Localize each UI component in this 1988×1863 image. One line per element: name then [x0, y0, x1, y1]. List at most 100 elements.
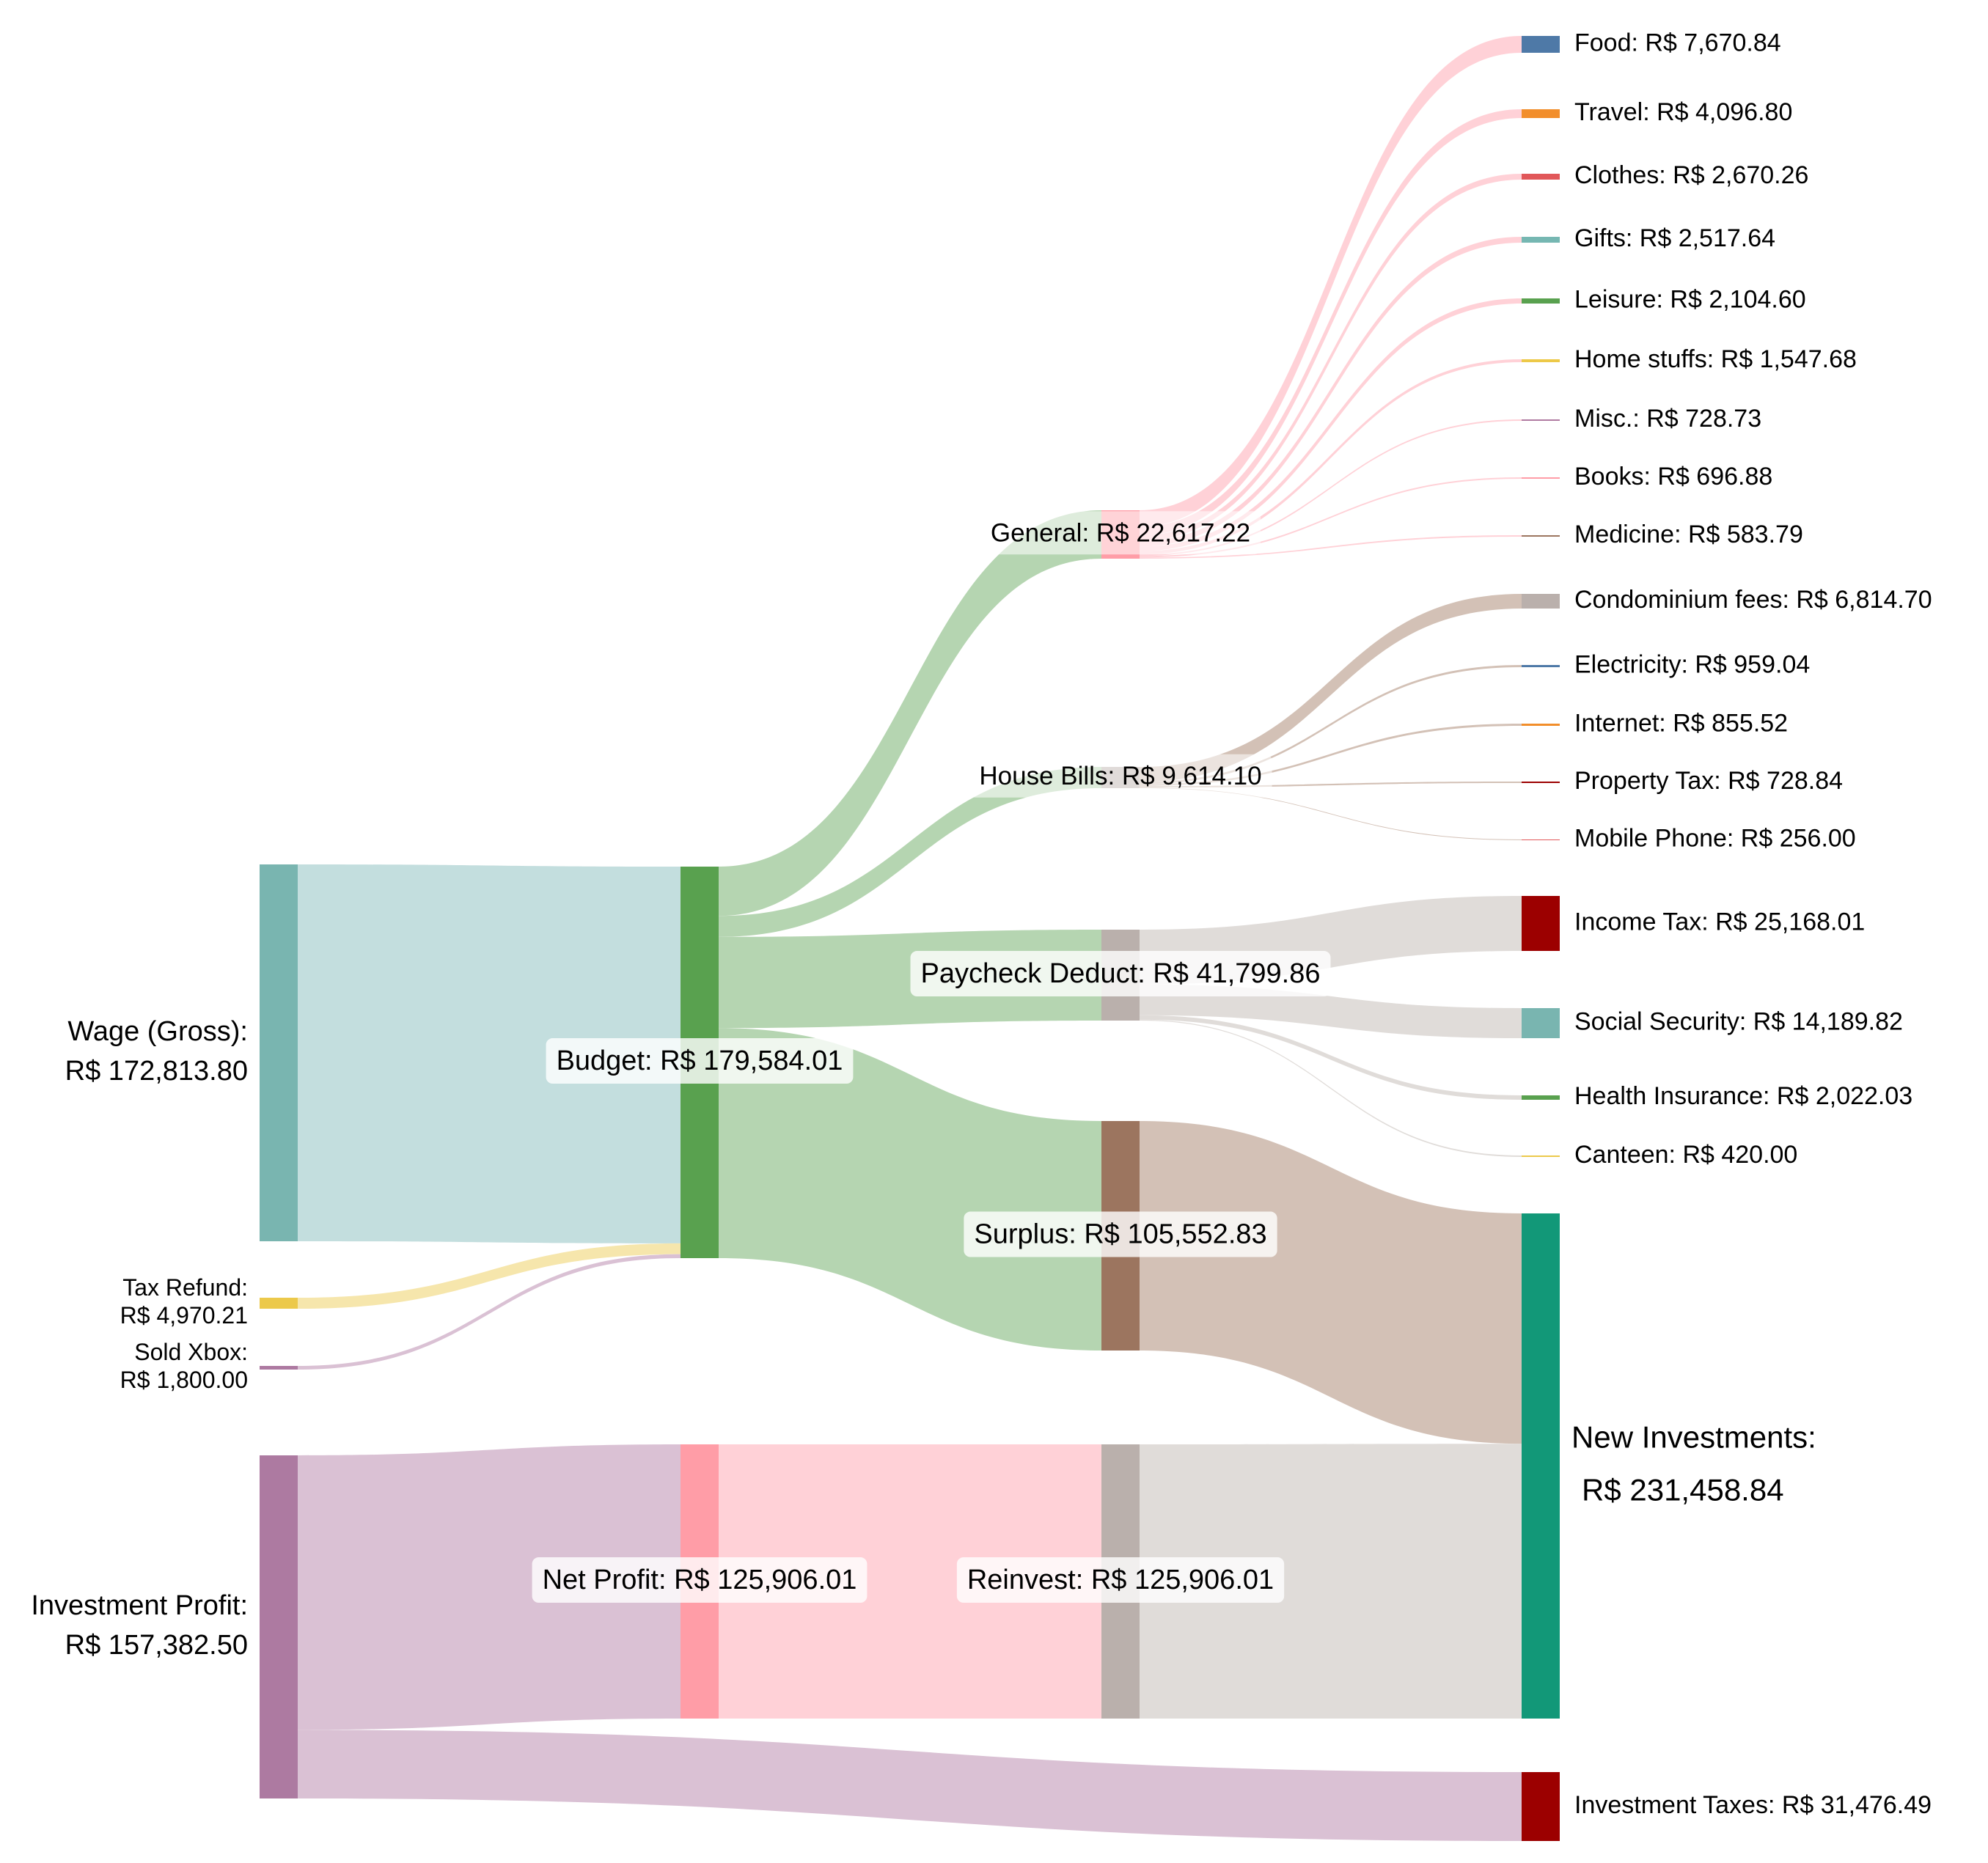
- label-background: [956, 1557, 1285, 1603]
- node-label-gifts: Gifts: R$ 2,517.64: [1574, 224, 1775, 252]
- link-wage-to-budget[interactable]: [298, 864, 681, 1243]
- node-label-group-surplus: Surplus: R$ 105,552.83: [964, 1211, 1277, 1257]
- link-paycheck_deduct-to-social_security[interactable]: [1140, 984, 1522, 1038]
- node-new_investments[interactable]: [1522, 1213, 1560, 1719]
- link-sold_xbox-to-budget[interactable]: [298, 1254, 681, 1370]
- link-house_bills-to-mobile_phone[interactable]: [1140, 787, 1522, 840]
- node-mobile_phone[interactable]: [1522, 839, 1560, 840]
- node-label-electricity: Electricity: R$ 959.04: [1574, 650, 1810, 678]
- label-background: [532, 1557, 868, 1603]
- link-reinvest-to-new_investments[interactable]: [1140, 1444, 1522, 1719]
- link-house_bills-to-condominium[interactable]: [1140, 594, 1522, 782]
- node-income_tax[interactable]: [1522, 896, 1560, 951]
- label-background: [980, 511, 1261, 555]
- link-paycheck_deduct-to-health_insurance[interactable]: [1140, 1015, 1522, 1100]
- link-general-to-books[interactable]: [1140, 477, 1522, 558]
- node-travel[interactable]: [1522, 109, 1560, 118]
- node-food[interactable]: [1522, 36, 1560, 53]
- node-label-travel: Travel: R$ 4,096.80: [1574, 98, 1792, 126]
- node-value-wage: R$ 172,813.80: [65, 1056, 248, 1087]
- node-label-property_tax: Property Tax: R$ 728.84: [1574, 767, 1843, 795]
- node-condominium[interactable]: [1522, 594, 1560, 609]
- node-social_security[interactable]: [1522, 1008, 1560, 1038]
- node-label-misc: Misc.: R$ 728.73: [1574, 405, 1761, 433]
- link-general-to-food[interactable]: [1140, 36, 1522, 527]
- link-paycheck_deduct-to-canteen[interactable]: [1140, 1019, 1522, 1157]
- node-label-group-paycheck_deduct: Paycheck Deduct: R$ 41,799.86: [910, 951, 1331, 997]
- link-general-to-home_stuffs[interactable]: [1140, 359, 1522, 555]
- node-medicine[interactable]: [1522, 535, 1560, 537]
- node-label-condominium: Condominium fees: R$ 6,814.70: [1574, 586, 1932, 614]
- node-label-sold_xbox: Sold Xbox:: [134, 1339, 248, 1365]
- node-label-leisure: Leisure: R$ 2,104.60: [1574, 285, 1806, 313]
- node-label-canteen: Canteen: R$ 420.00: [1574, 1141, 1797, 1169]
- node-misc[interactable]: [1522, 419, 1560, 421]
- node-label-health_insurance: Health Insurance: R$ 2,022.03: [1574, 1082, 1912, 1110]
- node-label-group-net_profit: Net Profit: R$ 125,906.01: [532, 1557, 868, 1603]
- node-label-reinvest: Reinvest: R$ 125,906.01: [967, 1565, 1274, 1595]
- node-label-food: Food: R$ 7,670.84: [1574, 29, 1781, 56]
- node-leisure[interactable]: [1522, 298, 1560, 304]
- label-background: [546, 1038, 854, 1084]
- node-canteen[interactable]: [1522, 1155, 1560, 1157]
- node-label-home_stuffs: Home stuffs: R$ 1,547.68: [1574, 345, 1857, 373]
- node-value-tax_refund: R$ 4,970.21: [120, 1302, 248, 1329]
- node-books[interactable]: [1522, 477, 1560, 479]
- node-value-new_investments: R$ 231,458.84: [1582, 1473, 1784, 1507]
- node-label-general: General: R$ 22,617.22: [991, 518, 1250, 547]
- link-general-to-misc[interactable]: [1140, 419, 1522, 556]
- node-property_tax[interactable]: [1522, 782, 1560, 783]
- link-tax_refund-to-budget[interactable]: [298, 1243, 681, 1309]
- link-general-to-travel[interactable]: [1140, 109, 1522, 536]
- node-label-new_investments: New Investments:: [1571, 1420, 1816, 1455]
- node-value-investment_profit: R$ 157,382.50: [65, 1630, 248, 1661]
- node-label-tax_refund: Tax Refund:: [122, 1274, 248, 1301]
- link-surplus-to-new_investments[interactable]: [1140, 1121, 1522, 1444]
- links-layer: [298, 36, 1522, 1841]
- label-background: [964, 1211, 1277, 1257]
- node-investment_profit[interactable]: [260, 1455, 298, 1798]
- link-house_bills-to-electricity[interactable]: [1140, 665, 1522, 784]
- label-background: [910, 951, 1331, 997]
- node-clothes[interactable]: [1522, 174, 1560, 180]
- node-label-social_security: Social Security: R$ 14,189.82: [1574, 1007, 1903, 1035]
- link-house_bills-to-internet[interactable]: [1140, 724, 1522, 787]
- link-budget-to-surplus[interactable]: [719, 1028, 1101, 1351]
- link-net_profit-to-reinvest[interactable]: [719, 1444, 1101, 1719]
- node-label-medicine: Medicine: R$ 583.79: [1574, 521, 1803, 548]
- node-investment_taxes[interactable]: [1522, 1772, 1560, 1841]
- node-label-budget: Budget: R$ 179,584.01: [557, 1046, 843, 1076]
- node-label-internet: Internet: R$ 855.52: [1574, 709, 1788, 737]
- node-label-investment_profit: Investment Profit:: [31, 1590, 248, 1621]
- node-home_stuffs[interactable]: [1522, 359, 1560, 362]
- node-label-income_tax: Income Tax: R$ 25,168.01: [1574, 908, 1865, 936]
- node-label-group-house_bills: House Bills: R$ 9,614.10: [969, 754, 1272, 798]
- node-label-wage: Wage (Gross):: [67, 1016, 248, 1047]
- node-label-group-budget: Budget: R$ 179,584.01: [546, 1038, 854, 1084]
- node-internet[interactable]: [1522, 724, 1560, 726]
- link-investment_profit-to-net_profit[interactable]: [298, 1444, 681, 1730]
- link-budget-to-house_bills[interactable]: [719, 767, 1101, 937]
- link-general-to-medicine[interactable]: [1140, 535, 1522, 559]
- link-general-to-clothes[interactable]: [1140, 174, 1522, 542]
- node-label-surplus: Surplus: R$ 105,552.83: [974, 1219, 1266, 1250]
- link-budget-to-general[interactable]: [719, 510, 1101, 916]
- node-tax_refund[interactable]: [260, 1298, 298, 1309]
- link-investment_profit-to-investment_taxes[interactable]: [298, 1730, 1522, 1841]
- node-label-investment_taxes: Investment Taxes: R$ 31,476.49: [1574, 1791, 1932, 1819]
- node-wage[interactable]: [260, 864, 298, 1241]
- node-label-books: Books: R$ 696.88: [1574, 463, 1772, 490]
- node-label-paycheck_deduct: Paycheck Deduct: R$ 41,799.86: [920, 958, 1320, 989]
- node-gifts[interactable]: [1522, 237, 1560, 243]
- link-general-to-leisure[interactable]: [1140, 298, 1522, 551]
- node-label-net_profit: Net Profit: R$ 125,906.01: [543, 1565, 857, 1595]
- node-label-mobile_phone: Mobile Phone: R$ 256.00: [1574, 824, 1856, 852]
- node-label-clothes: Clothes: R$ 2,670.26: [1574, 161, 1808, 189]
- link-general-to-gifts[interactable]: [1140, 237, 1522, 547]
- label-background: [969, 754, 1272, 798]
- node-electricity[interactable]: [1522, 665, 1560, 667]
- node-health_insurance[interactable]: [1522, 1095, 1560, 1100]
- node-sold_xbox[interactable]: [260, 1366, 298, 1370]
